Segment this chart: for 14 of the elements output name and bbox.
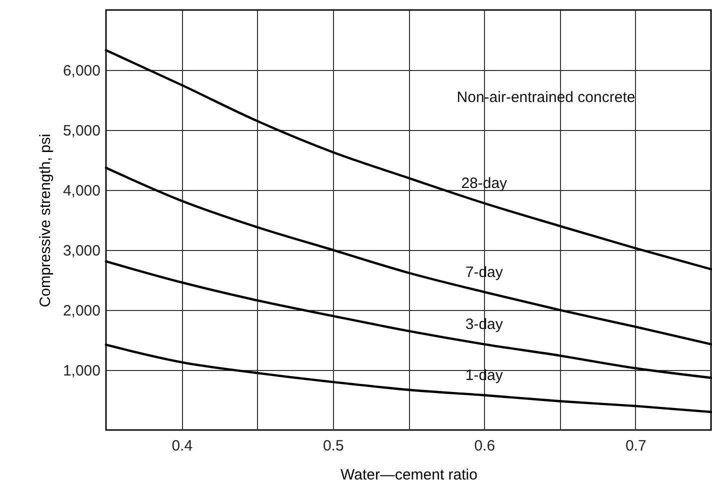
x-tick-label: 0.7 xyxy=(625,438,646,454)
y-axis-title: Compressive strength, psi xyxy=(36,134,54,308)
y-tick-label: 4,000 xyxy=(62,182,100,200)
y-tick-label: 5,000 xyxy=(62,122,100,140)
x-tick-label: 0.6 xyxy=(474,438,496,454)
y-tick-label: 1,000 xyxy=(62,362,100,380)
x-tick-label: 0.5 xyxy=(322,438,344,454)
line-series xyxy=(104,166,712,346)
x-tick-label: 0.4 xyxy=(172,438,193,454)
y-tick-label: 6,000 xyxy=(62,62,100,80)
x-axis-title: Water—cement ratio xyxy=(340,466,478,484)
y-tick-label: 3,000 xyxy=(62,242,100,260)
y-tick-label: 2,000 xyxy=(62,302,100,320)
line-series xyxy=(104,344,712,414)
